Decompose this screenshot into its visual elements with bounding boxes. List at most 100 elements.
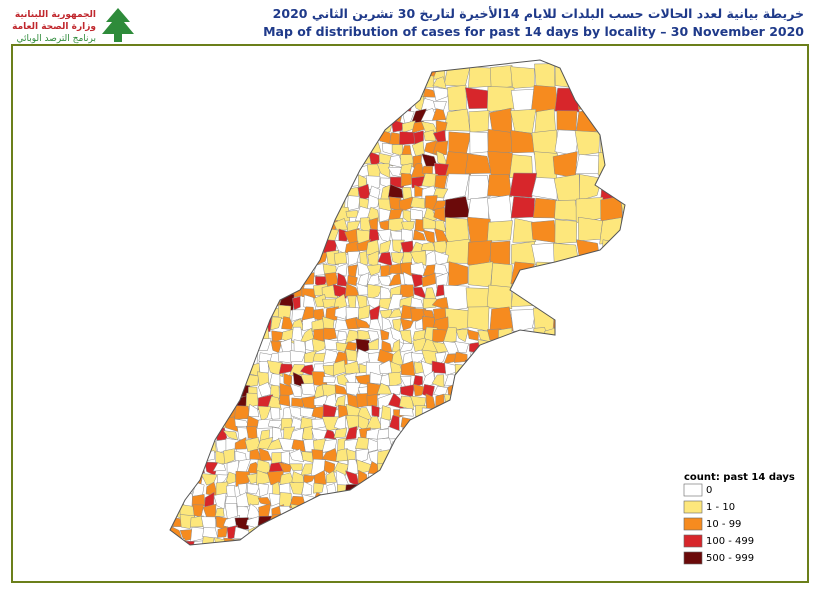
locality — [240, 551, 251, 563]
locality — [321, 185, 336, 201]
locality — [224, 88, 240, 103]
locality — [203, 87, 217, 101]
locality — [554, 383, 569, 398]
locality — [213, 363, 224, 377]
locality — [267, 195, 280, 212]
locality — [609, 405, 625, 419]
locality — [544, 539, 559, 545]
locality — [368, 76, 381, 91]
locality — [268, 283, 285, 299]
locality — [205, 552, 218, 562]
locality — [575, 282, 604, 309]
locality — [611, 350, 625, 364]
locality — [191, 329, 205, 343]
locality — [465, 453, 483, 464]
locality — [490, 460, 503, 475]
locality — [575, 154, 602, 174]
locality — [222, 143, 240, 157]
locality — [327, 67, 335, 81]
locality — [332, 79, 349, 90]
locality — [512, 386, 523, 397]
locality — [564, 495, 580, 509]
locality — [466, 460, 481, 477]
locality — [554, 405, 570, 421]
locality — [269, 185, 283, 201]
locality — [410, 64, 427, 80]
locality — [422, 470, 437, 484]
locality — [576, 495, 587, 508]
locality — [170, 373, 173, 386]
locality — [358, 60, 373, 70]
locality — [620, 514, 625, 531]
locality — [266, 437, 282, 451]
locality — [302, 550, 315, 560]
locality — [489, 396, 503, 411]
locality — [279, 220, 294, 233]
locality — [212, 153, 229, 167]
locality — [279, 151, 294, 165]
locality — [464, 472, 480, 483]
locality — [313, 469, 327, 486]
locality — [278, 437, 296, 452]
locality — [355, 317, 372, 329]
locality — [170, 460, 174, 476]
locality — [556, 483, 570, 498]
locality — [170, 140, 175, 156]
locality — [508, 405, 526, 417]
locality — [489, 495, 501, 509]
locality — [476, 494, 492, 510]
locality — [246, 96, 261, 109]
locality — [323, 99, 337, 113]
locality — [192, 419, 203, 430]
locality — [633, 416, 646, 431]
locality — [299, 541, 315, 545]
locality — [223, 328, 241, 344]
locality — [268, 218, 284, 234]
locality — [444, 448, 460, 463]
locality — [468, 66, 493, 89]
locality — [554, 373, 569, 388]
locality — [321, 383, 337, 398]
locality — [282, 253, 294, 264]
locality — [248, 524, 260, 543]
locality — [376, 483, 394, 497]
locality — [553, 360, 570, 376]
locality — [201, 271, 217, 285]
locality — [268, 140, 284, 156]
locality — [623, 217, 625, 243]
locality — [586, 429, 600, 441]
locality — [434, 527, 449, 540]
locality — [223, 63, 240, 80]
locality — [312, 548, 326, 561]
locality — [266, 360, 283, 378]
locality — [499, 492, 514, 510]
locality — [519, 382, 538, 397]
locality — [498, 362, 514, 374]
locality — [245, 373, 259, 388]
locality — [631, 393, 646, 407]
locality — [289, 118, 305, 134]
locality — [411, 140, 425, 157]
locality — [180, 107, 192, 125]
locality — [398, 73, 414, 91]
locality — [621, 384, 625, 400]
locality — [469, 351, 482, 366]
locality — [556, 110, 578, 131]
locality — [455, 425, 472, 442]
locality — [533, 551, 545, 563]
locality — [479, 376, 493, 389]
locality — [512, 470, 522, 483]
locality — [608, 449, 625, 465]
locality — [212, 383, 228, 397]
locality — [622, 327, 625, 341]
cedar-logo — [102, 8, 134, 42]
locality — [300, 107, 317, 123]
locality — [191, 107, 207, 124]
locality — [520, 482, 538, 498]
locality — [170, 492, 175, 507]
locality — [585, 472, 600, 488]
locality — [279, 382, 294, 398]
locality — [312, 161, 328, 180]
locality — [191, 273, 203, 288]
locality — [245, 187, 262, 200]
